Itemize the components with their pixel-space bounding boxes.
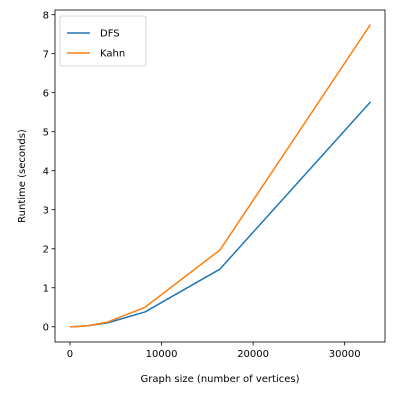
x-tick-label: 30000 [329, 349, 361, 360]
legend-label-dfs: DFS [100, 29, 120, 40]
y-axis-ticks: 0 1 2 3 4 5 6 7 8 [43, 10, 55, 333]
axes-frame [54, 9, 386, 343]
y-tick-label: 7 [43, 49, 49, 60]
y-tick-label: 1 [43, 283, 49, 294]
y-tick-label: 5 [43, 127, 49, 138]
y-tick-label: 4 [43, 166, 49, 177]
y-axis-label: Runtime (seconds) [17, 129, 28, 223]
x-tick-label: 10000 [146, 349, 178, 360]
x-axis-label: Graph size (number of vertices) [141, 374, 300, 385]
series-line-dfs [69, 101, 372, 328]
x-tick-label: 0 [67, 349, 73, 360]
x-axis-ticks: 0 10000 20000 30000 [67, 342, 361, 360]
plot-area [54, 9, 386, 343]
y-tick-label: 8 [43, 10, 49, 21]
y-tick-label: 3 [43, 205, 49, 216]
legend-items: DFS Kahn [67, 29, 125, 60]
y-tick-label: 0 [43, 322, 49, 333]
series-layer [69, 24, 372, 328]
y-tick-label: 6 [43, 88, 49, 99]
series-line-kahn [69, 24, 372, 328]
legend-label-kahn: Kahn [100, 49, 125, 60]
x-tick-label: 20000 [237, 349, 269, 360]
y-tick-label: 2 [43, 244, 49, 255]
legend: DFS Kahn [59, 15, 147, 67]
